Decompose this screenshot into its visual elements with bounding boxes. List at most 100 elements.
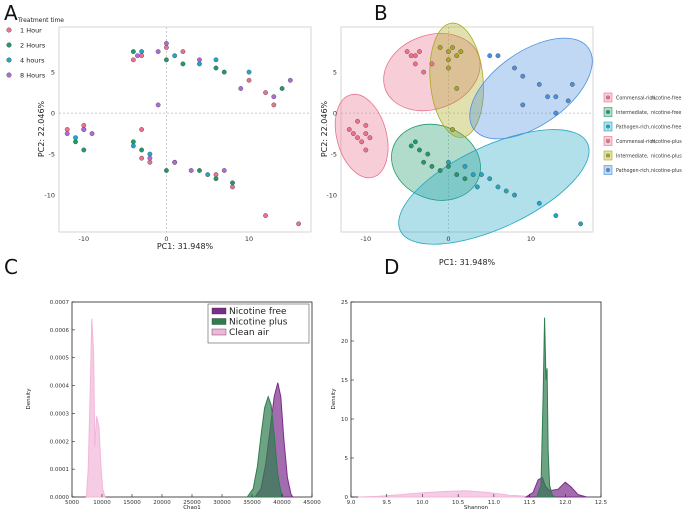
point-intermediate-nicotine-plus <box>446 65 451 71</box>
point-1-hour <box>164 45 169 50</box>
x-tick-label: 35000 <box>243 500 261 506</box>
x-tick-label: 5000 <box>65 500 79 506</box>
legend: Commensal-rich,nicotine-freeIntermediate… <box>603 92 682 175</box>
panel-letter-b: B <box>374 1 388 25</box>
axis-ticks: -10 0 10 5 0 -5 -10 <box>44 69 253 243</box>
legend-group: Pathogen-rich, <box>616 168 651 174</box>
point-intermediate-nicotine-free <box>421 159 427 165</box>
legend-label: 4 hours <box>20 56 45 64</box>
point-2-hours <box>130 139 136 145</box>
point-intermediate-nicotine-free <box>417 147 422 153</box>
point-1-hour <box>246 77 252 83</box>
y-tick-label: 0 <box>345 495 349 501</box>
legend-group: Intermediate, <box>616 110 649 116</box>
point-8-hours <box>64 131 70 137</box>
legend-marker-8-hours <box>6 72 12 78</box>
point-8-hours <box>147 155 153 161</box>
point-1-hour <box>263 90 268 96</box>
legend-condition: nicotine-plus <box>651 168 682 174</box>
point-pathogen-rich-nicotine-free <box>495 184 501 190</box>
point-8-hours <box>172 159 178 165</box>
legend-condition: nicotine-plus <box>651 139 682 145</box>
y-axis-label: Density <box>26 388 32 410</box>
point-pathogen-rich-nicotine-free <box>446 159 451 165</box>
y-tick-label: 20 <box>341 339 348 345</box>
point-4-hours <box>73 135 78 141</box>
point-pathogen-rich-nicotine-free <box>512 192 517 198</box>
density-nicotine-plus <box>535 317 556 498</box>
legend-swatch-clean-air <box>211 328 227 336</box>
x-tick-label: 10.0 <box>416 500 429 506</box>
point-4-hours <box>139 49 145 54</box>
point-commensal-rich-nicotine-free <box>363 131 369 137</box>
axis-ticks: -10 0 10 5 0 -5 -10 <box>326 69 535 243</box>
legend-title: Treatment time <box>17 17 64 24</box>
points <box>346 45 584 227</box>
point-4-hours <box>130 143 136 149</box>
point-intermediate-nicotine-plus <box>437 45 443 50</box>
point-2-hours <box>130 49 136 54</box>
point-2-hours <box>279 86 285 91</box>
point-commensal-rich-nicotine-free <box>367 135 373 141</box>
panel-letter-d: D <box>384 255 399 279</box>
legend-condition: nicotine-free <box>651 110 681 116</box>
legend-entries: 1 Hour 2 Hours 4 hours 8 Hours <box>6 26 46 79</box>
x-axis-label: PC1: 31.948% <box>439 258 496 267</box>
y-tick-label: 5 <box>333 69 337 77</box>
density-areas <box>358 317 587 498</box>
point-commensal-rich-nicotine-plus <box>412 61 418 67</box>
point-2-hours <box>221 69 227 75</box>
plot-frame <box>58 26 312 233</box>
point-1-hour <box>147 159 153 165</box>
x-tick-label: 0 <box>164 235 168 243</box>
legend-marker-2-hours <box>6 42 12 48</box>
legend-marker <box>606 168 610 172</box>
point-intermediate-nicotine-free <box>437 168 443 173</box>
y-tick-label: 0.0001 <box>50 467 69 473</box>
point-2-hours <box>230 180 235 186</box>
point-8-hours <box>271 94 277 100</box>
point-pathogen-rich-nicotine-plus <box>553 94 559 100</box>
x-tick-label: 9.5 <box>382 500 391 506</box>
point-1-hour <box>81 123 87 128</box>
axis-ticks: 9.0 9.5 10.0 10.5 11.0 11.5 12.0 12.5 0 5 10 15 20 25 <box>341 300 608 506</box>
legend-condition: nicotine-plus <box>651 154 682 160</box>
x-tick-label: 15000 <box>123 500 141 506</box>
x-axis-label: PC1: 31.948% <box>157 242 214 251</box>
y-tick-label: -5 <box>49 151 55 159</box>
point-commensal-rich-nicotine-free <box>355 118 360 124</box>
point-2-hours <box>81 147 87 153</box>
point-pathogen-rich-nicotine-plus <box>512 65 517 71</box>
point-pathogen-rich-nicotine-free <box>536 200 542 206</box>
x-tick-label: 40000 <box>273 500 291 506</box>
point-pathogen-rich-nicotine-plus <box>545 94 550 100</box>
point-pathogen-rich-nicotine-plus <box>569 82 575 87</box>
point-intermediate-nicotine-plus <box>458 49 464 54</box>
y-tick-label: 25 <box>341 300 348 306</box>
point-commensal-rich-nicotine-free <box>363 123 369 128</box>
point-commensal-rich-nicotine-plus <box>421 69 427 75</box>
point-intermediate-nicotine-free <box>408 143 414 149</box>
legend-group: Pathogen-rich, <box>616 125 651 131</box>
point-pathogen-rich-nicotine-free <box>462 163 468 169</box>
point-8-hours <box>155 102 161 108</box>
x-tick-label: 9.0 <box>347 500 356 506</box>
point-1-hour <box>213 172 219 178</box>
point-pathogen-rich-nicotine-plus <box>536 82 542 87</box>
point-8-hours <box>287 77 293 83</box>
x-tick-label: 12.0 <box>559 500 572 506</box>
legend-condition: nicotine-free <box>651 125 681 131</box>
density-clean-air <box>85 318 106 498</box>
point-pathogen-rich-nicotine-free <box>503 188 509 194</box>
point-commensal-rich-nicotine-plus <box>417 49 422 54</box>
point-intermediate-nicotine-plus <box>446 57 451 63</box>
legend-swatch-nicotine-plus <box>211 318 227 325</box>
point-intermediate-nicotine-free <box>429 163 435 169</box>
point-1-hour <box>139 53 145 59</box>
point-commensal-rich-nicotine-free <box>355 135 360 141</box>
point-intermediate-nicotine-plus <box>450 45 455 50</box>
y-tick-label: 10 <box>341 417 348 423</box>
